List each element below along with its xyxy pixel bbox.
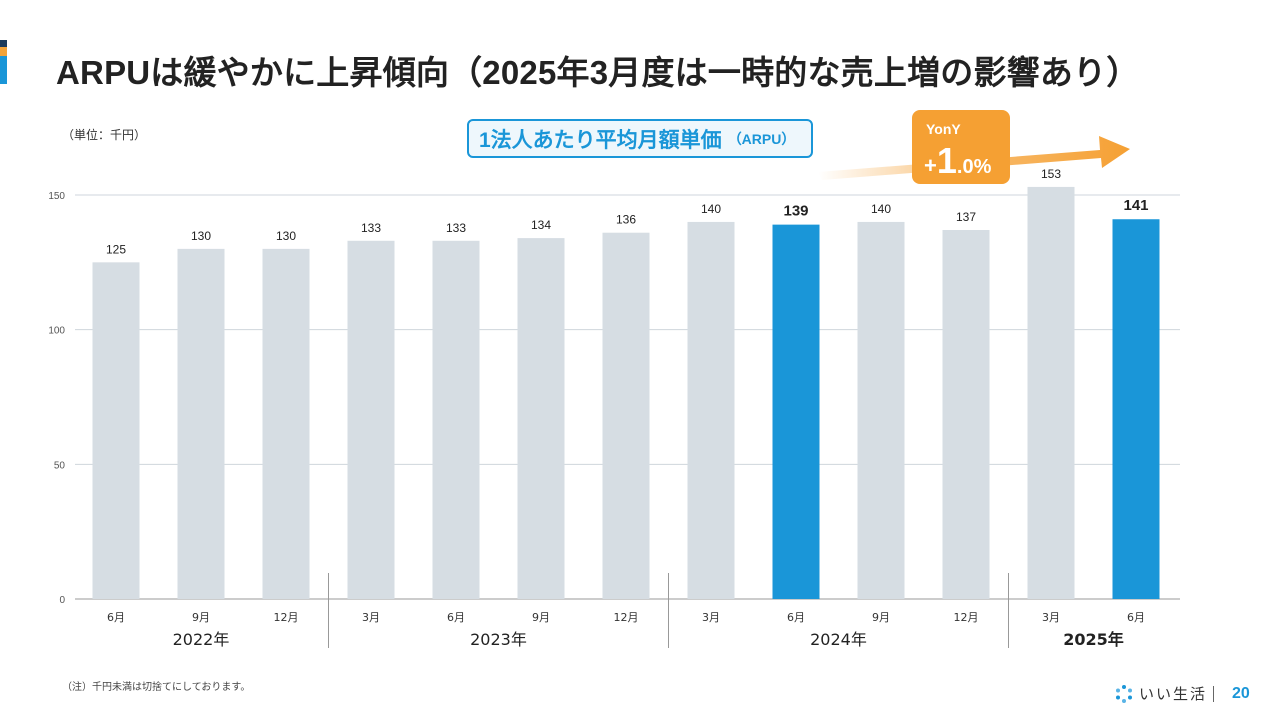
- page-title: ARPUは緩やかに上昇傾向（2025年3月度は一時的な売上増の影響あり）: [56, 54, 1140, 91]
- data-label: 130: [276, 229, 296, 243]
- data-label: 136: [616, 213, 636, 227]
- data-label: 125: [106, 242, 126, 256]
- accent-bar-blue: [0, 56, 7, 84]
- bar: [1027, 186, 1075, 600]
- bar: [942, 230, 990, 599]
- yony-sign: +: [924, 153, 937, 178]
- data-label: 134: [531, 218, 551, 232]
- x-tick-label: 3月: [362, 611, 380, 624]
- data-label: 153: [1041, 167, 1061, 181]
- accent-bar-orange: [0, 47, 7, 56]
- data-label: 133: [361, 221, 381, 235]
- yony-badge: YonY +1.0%: [912, 110, 1010, 184]
- bar: [857, 221, 905, 599]
- y-tick-label: 150: [48, 191, 65, 202]
- bar: [262, 248, 310, 599]
- x-tick-label: 9月: [532, 611, 550, 624]
- yony-pct: %: [973, 156, 992, 178]
- bar: [687, 221, 735, 599]
- x-tick-label: 6月: [107, 611, 125, 624]
- x-tick-label: 3月: [1042, 611, 1060, 624]
- footnote: （注）千円未満は切捨てにしております。: [62, 682, 251, 693]
- bar: [602, 232, 650, 599]
- x-tick-label: 12月: [614, 611, 639, 624]
- arpu-callout-sub: （ARPU）: [727, 130, 796, 147]
- unit-note: （単位：千円）: [62, 128, 147, 142]
- page-number: 20: [1232, 684, 1250, 702]
- year-label: 2024年: [810, 630, 867, 649]
- footer-separator: [1213, 685, 1215, 702]
- yony-label: YonY: [926, 121, 961, 137]
- bar: [92, 262, 140, 599]
- data-label: 137: [956, 210, 976, 224]
- data-label: 130: [191, 229, 211, 243]
- x-tick-label: 9月: [872, 611, 890, 624]
- arpu-callout: 1法人あたり平均月額単価 （ARPU）: [467, 119, 813, 158]
- y-tick-label: 100: [48, 326, 65, 337]
- yony-frac: .0: [956, 156, 974, 178]
- data-label: 139: [783, 203, 808, 220]
- data-label: 133: [446, 221, 466, 235]
- x-tick-label: 12月: [274, 611, 299, 624]
- bar: [177, 248, 225, 599]
- x-tick-label: 6月: [787, 611, 805, 624]
- x-tick-label: 12月: [954, 611, 979, 624]
- x-tick-label: 3月: [702, 611, 720, 624]
- y-tick-label: 0: [59, 595, 65, 606]
- bar: [517, 238, 565, 600]
- bar: [347, 240, 395, 599]
- trend-arrow: [818, 136, 1130, 180]
- bar: [432, 240, 480, 599]
- accent-bar-navy: [0, 40, 7, 47]
- y-tick-label: 50: [54, 460, 66, 471]
- yony-int: 1: [936, 140, 957, 181]
- year-label: 2022年: [173, 630, 230, 649]
- x-tick-label: 6月: [1127, 611, 1145, 624]
- data-label: 141: [1123, 197, 1148, 214]
- yony-value: +1.0%: [924, 140, 991, 182]
- brand-name: いい生活: [1139, 686, 1208, 703]
- data-label: 140: [871, 202, 891, 216]
- bar: [1112, 219, 1160, 600]
- bar: [772, 224, 820, 600]
- year-label: 2025年: [1063, 630, 1124, 649]
- x-tick-label: 6月: [447, 611, 465, 624]
- company-logo: いい生活 20: [1114, 683, 1250, 704]
- logo-mark-icon: [1116, 684, 1132, 703]
- arpu-callout-title: 1法人あたり平均月額単価: [479, 128, 722, 152]
- data-label: 140: [701, 202, 721, 216]
- year-label: 2023年: [470, 630, 527, 649]
- x-tick-label: 9月: [192, 611, 210, 624]
